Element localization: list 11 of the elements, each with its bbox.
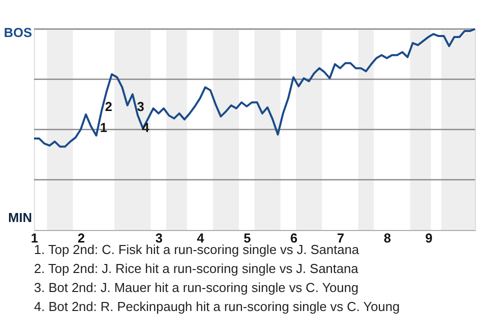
text: BOS <box>4 25 32 40</box>
text: 3. Bot 2nd: J. Mauer hit a run-scoring single vs C. Young <box>34 280 358 295</box>
text: 4. Bot 2nd: R. Peckinpaugh hit a run-scoring single vs C. Young <box>34 299 400 314</box>
x-tick-label: 8 <box>384 230 391 246</box>
text: MIN <box>8 210 32 225</box>
x-tick-label: 9 <box>425 230 432 246</box>
text: 2. Top 2nd: J. Rice hit a run-scoring single vs J. Santana <box>34 261 359 276</box>
annotation: 2 <box>105 99 112 114</box>
annotation: 4 <box>142 120 150 135</box>
annotation: 3 <box>137 99 144 114</box>
annotation: 1 <box>100 120 108 135</box>
